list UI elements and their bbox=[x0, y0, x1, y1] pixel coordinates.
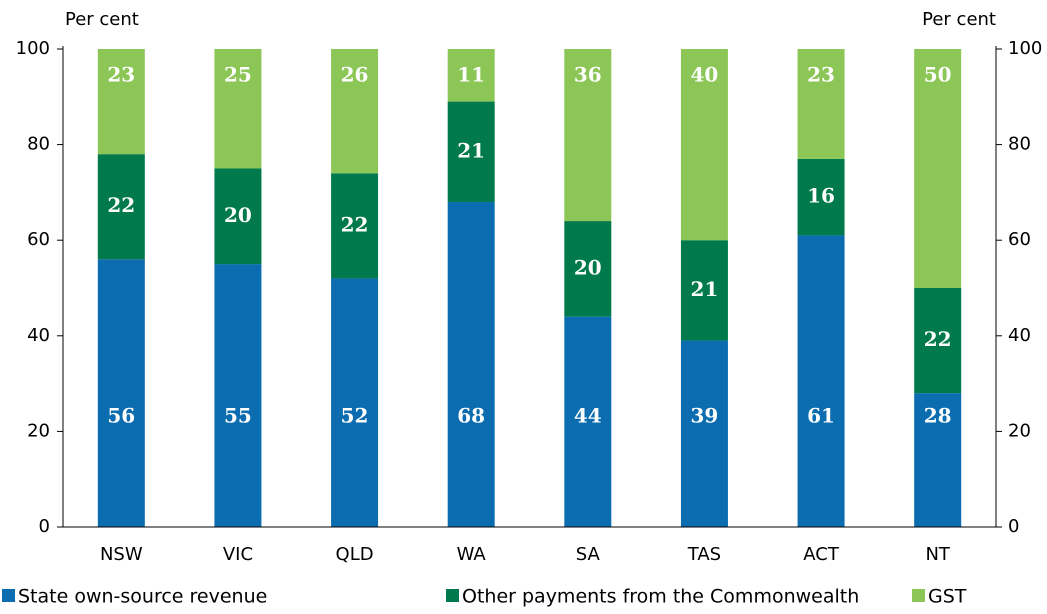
data-label: 52 bbox=[341, 404, 369, 428]
data-label: 11 bbox=[457, 63, 485, 87]
data-label: 61 bbox=[807, 404, 835, 428]
bars bbox=[97, 49, 962, 527]
x-tick-label: WA bbox=[457, 544, 487, 565]
bar-segment bbox=[214, 168, 262, 265]
y2-tick-label: 0 bbox=[1008, 516, 1019, 537]
y2-tick-label: 20 bbox=[1008, 420, 1031, 441]
x-tick-label: NSW bbox=[100, 544, 143, 565]
data-label: 26 bbox=[341, 63, 369, 87]
y-tick-label: 40 bbox=[27, 325, 50, 346]
y2-tick-label: 100 bbox=[1008, 38, 1042, 59]
x-tick-label: QLD bbox=[336, 544, 374, 565]
data-label: 23 bbox=[807, 63, 835, 87]
data-label: 68 bbox=[457, 404, 485, 428]
legend-swatch bbox=[446, 589, 459, 602]
data-label: 50 bbox=[924, 63, 952, 87]
data-label: 20 bbox=[574, 255, 602, 279]
x-tick-label: VIC bbox=[223, 544, 253, 565]
bar-segment bbox=[914, 393, 962, 527]
bar-segment bbox=[564, 221, 612, 317]
y2-axis-label: Per cent bbox=[922, 9, 996, 30]
legend-label: GST bbox=[928, 586, 967, 608]
bar-segment bbox=[97, 154, 145, 260]
bar-segment bbox=[447, 49, 495, 102]
data-label: 22 bbox=[107, 193, 135, 217]
y-tick-label: 0 bbox=[39, 516, 50, 537]
bar-segment bbox=[797, 235, 845, 527]
data-label: 55 bbox=[224, 404, 252, 428]
x-tick-label: SA bbox=[576, 544, 601, 565]
legend-swatch bbox=[912, 589, 925, 602]
x-tick-label: NT bbox=[925, 544, 950, 565]
bar-segment bbox=[797, 49, 845, 159]
bar-segment bbox=[914, 49, 962, 288]
legend-swatch bbox=[2, 589, 15, 602]
data-label: 39 bbox=[691, 404, 719, 428]
data-label: 36 bbox=[574, 63, 602, 87]
bar-segment bbox=[797, 158, 845, 236]
bar-segment bbox=[447, 101, 495, 202]
y-axis-label: Per cent bbox=[65, 9, 139, 30]
y-tick-label: 20 bbox=[27, 420, 50, 441]
data-label: 40 bbox=[691, 63, 719, 87]
data-label: 20 bbox=[224, 203, 252, 227]
data-label: 22 bbox=[341, 212, 369, 236]
legend-label: Other payments from the Commonwealth bbox=[462, 586, 859, 608]
bar-segment bbox=[331, 173, 379, 279]
bar-segment bbox=[680, 49, 728, 241]
bar-segment bbox=[97, 49, 145, 155]
bar-segment bbox=[564, 316, 612, 527]
y-tick-label: 100 bbox=[16, 38, 50, 59]
x-tick-label: TAS bbox=[687, 544, 721, 565]
data-label: 21 bbox=[691, 277, 719, 301]
bar-segment bbox=[680, 340, 728, 527]
y-tick-label: 60 bbox=[27, 229, 50, 250]
bar-segment bbox=[331, 49, 379, 174]
data-label: 23 bbox=[107, 63, 135, 87]
data-label: 22 bbox=[924, 327, 952, 351]
data-label: 21 bbox=[457, 138, 485, 162]
bar-segment bbox=[680, 240, 728, 341]
data-label: 28 bbox=[924, 404, 952, 428]
y2-tick-label: 60 bbox=[1008, 229, 1031, 250]
bar-segment bbox=[97, 259, 145, 527]
bar-segment bbox=[331, 278, 379, 527]
bar-segment bbox=[914, 288, 962, 394]
y2-tick-label: 80 bbox=[1008, 134, 1031, 155]
data-label: 16 bbox=[807, 184, 835, 208]
x-tick-label: ACT bbox=[803, 544, 840, 565]
bar-segment bbox=[447, 201, 495, 527]
data-label: 44 bbox=[574, 404, 602, 428]
bar-segment bbox=[564, 49, 612, 222]
data-label: 56 bbox=[107, 404, 135, 428]
bar-segment bbox=[214, 49, 262, 169]
bar-segment bbox=[214, 264, 262, 527]
data-label: 25 bbox=[224, 63, 252, 87]
y2-tick-label: 40 bbox=[1008, 325, 1031, 346]
y-tick-label: 80 bbox=[27, 134, 50, 155]
legend-label: State own-source revenue bbox=[18, 586, 267, 608]
